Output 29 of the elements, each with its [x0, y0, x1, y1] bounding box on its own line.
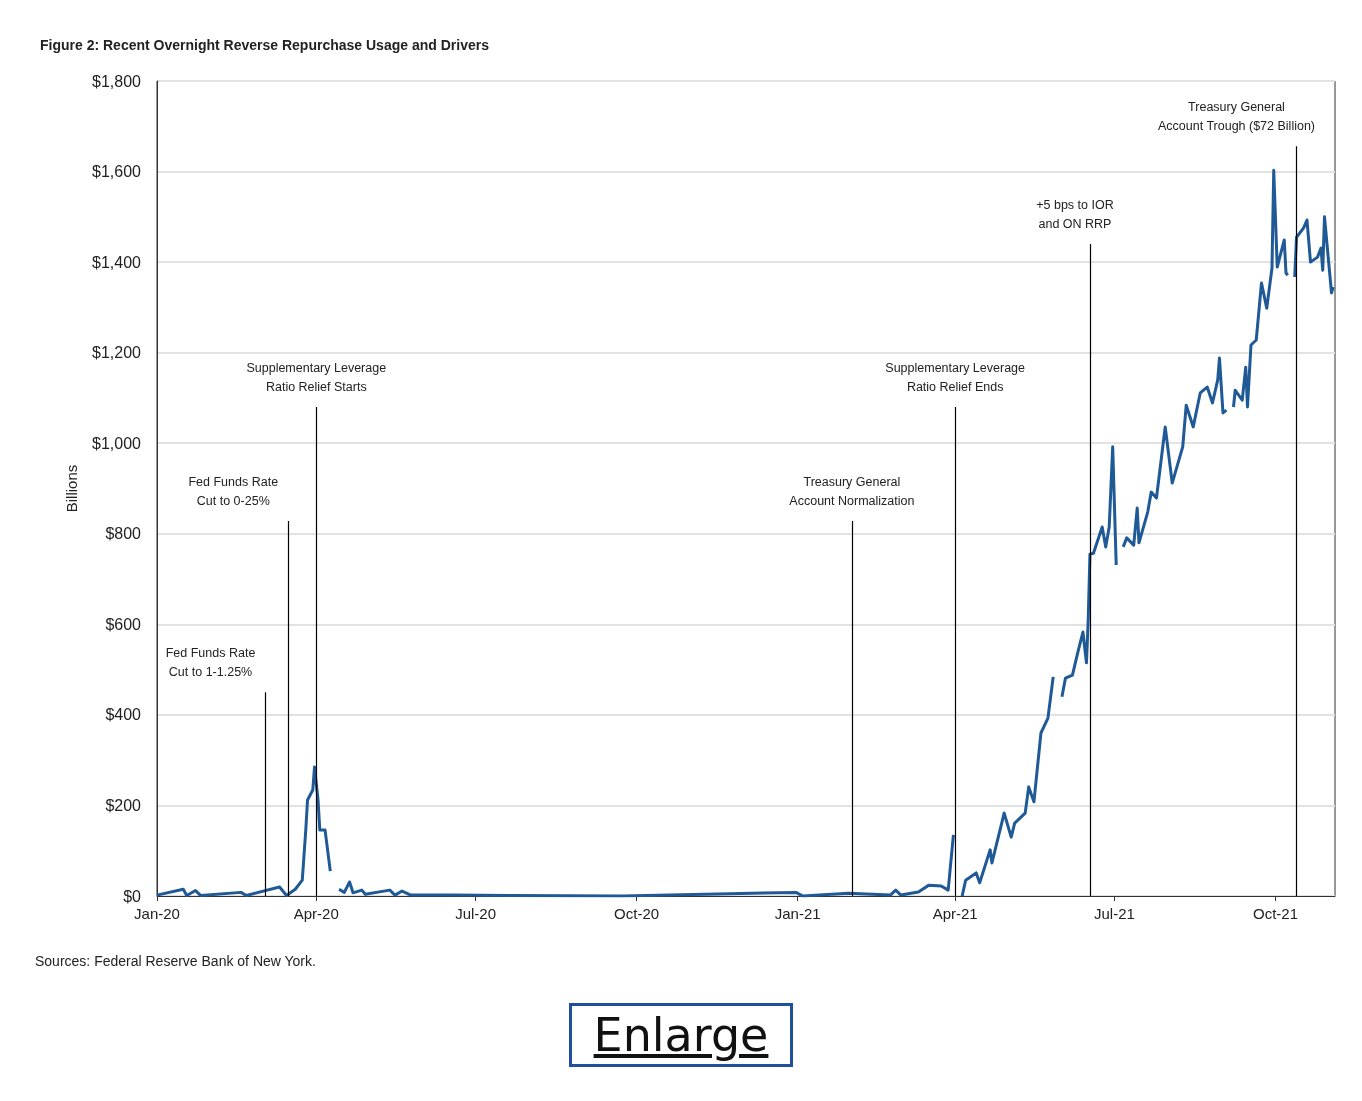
ref-line-label: Supplementary Leverage Ratio Relief Ends — [885, 360, 1026, 394]
x-tick-label: Jan-21 — [774, 905, 821, 922]
ref-line-label: Treasury General Account Normalization — [789, 474, 915, 508]
y-tick-label: $400 — [105, 706, 142, 724]
y-tick-label: $1,600 — [92, 163, 142, 181]
ref-line-label: Fed Funds Rate Cut to 0-25% — [188, 474, 279, 508]
x-tick-label: Jan-20 — [134, 905, 180, 922]
x-tick-label: Oct-21 — [1252, 905, 1298, 922]
y-tick-label: $1,200 — [92, 344, 142, 362]
ref-line-label: Supplementary Leverage Ratio Relief Starts — [246, 360, 387, 394]
x-tick-label: Jul-20 — [455, 905, 496, 922]
y-tick-label: $1,800 — [92, 72, 142, 90]
y-axis-title: Billions — [63, 464, 80, 513]
y-tick-label: $0 — [123, 887, 142, 905]
x-tick-label: Oct-20 — [614, 905, 660, 922]
chart-title: Figure 2: Recent Overnight Reverse Repurchase Usage and Drivers — [40, 37, 490, 53]
x-tick-label: Jul-21 — [1094, 905, 1135, 922]
ref-line-label: Fed Funds Rate Cut to 1-1.25% — [165, 645, 256, 679]
y-tick-label: $600 — [105, 615, 142, 633]
y-tick-label: $1,000 — [92, 434, 142, 452]
ref-line-label: Treasury General Account Trough ($72 Billion) — [1157, 99, 1316, 133]
x-tick-label: Apr-20 — [293, 905, 339, 922]
source-note: Sources: Federal Reserve Bank of New York. — [35, 953, 317, 969]
x-tick-label: Apr-21 — [932, 905, 978, 922]
y-tick-label: $200 — [105, 796, 142, 814]
ref-line-label: +5 bps to IOR and ON RRP — [1036, 197, 1114, 231]
y-tick-label: $800 — [105, 525, 142, 543]
y-tick-label: $1,400 — [92, 253, 142, 271]
text: Enlarge — [568, 1003, 794, 1067]
